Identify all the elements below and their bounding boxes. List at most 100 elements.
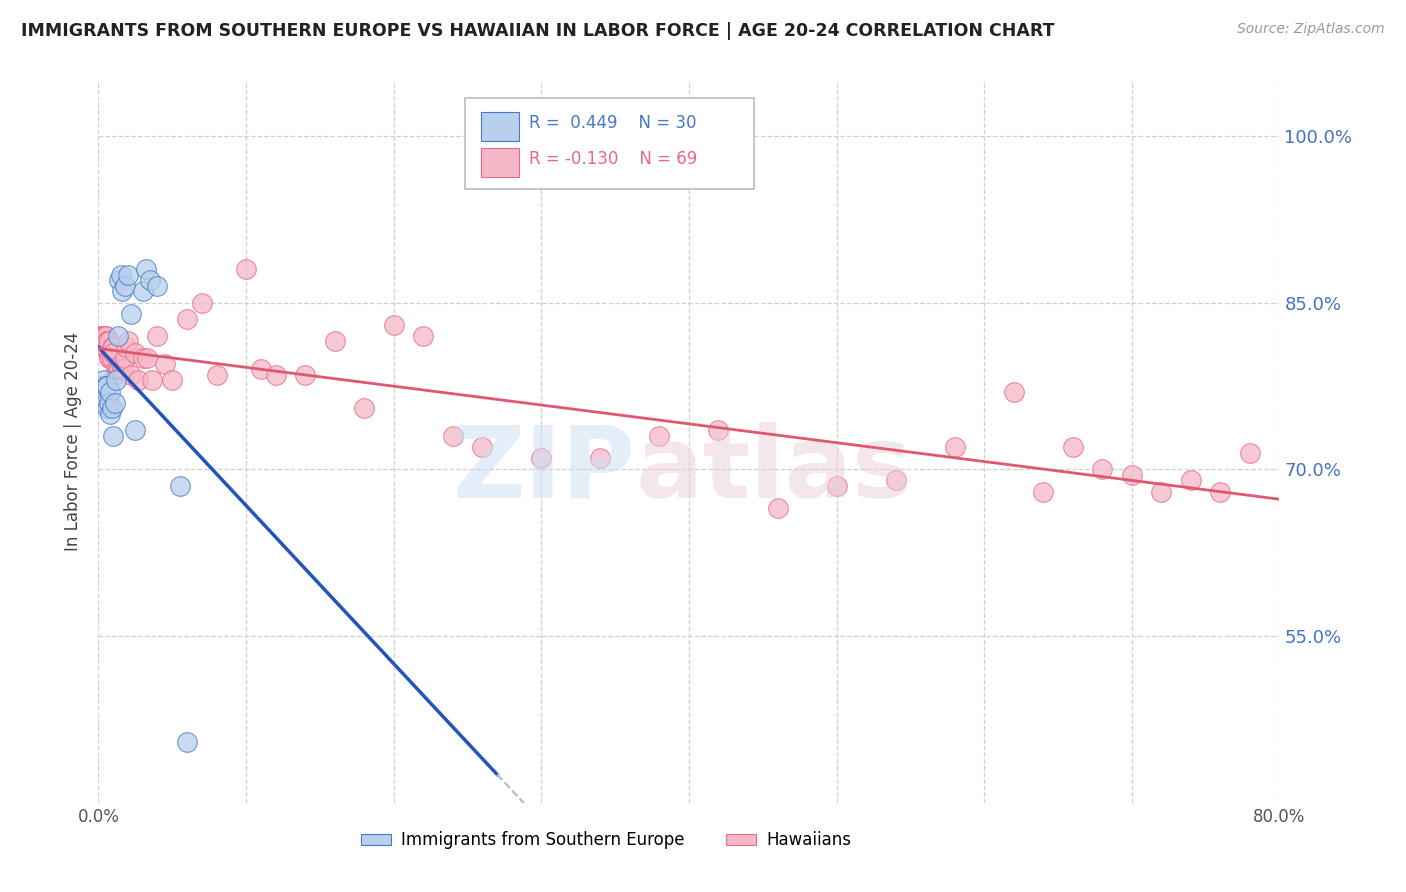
Point: [93, 340, 115, 354]
Point: [589, 451, 612, 466]
Point: [1002, 384, 1025, 399]
Point: [94, 329, 117, 343]
Point: [205, 368, 228, 382]
Point: [120, 307, 142, 321]
Point: [105, 373, 128, 387]
Point: [105, 362, 128, 376]
Point: [530, 451, 553, 466]
Legend: Immigrants from Southern Europe, Hawaiians: Immigrants from Southern Europe, Hawaiia…: [354, 824, 858, 856]
Point: [169, 479, 191, 493]
FancyBboxPatch shape: [481, 148, 519, 178]
Point: [97, 395, 120, 409]
Text: ZIP: ZIP: [453, 422, 636, 519]
Point: [91, 334, 114, 349]
Point: [127, 373, 149, 387]
Point: [153, 357, 176, 371]
Point: [117, 334, 139, 349]
Point: [107, 329, 129, 343]
Point: [146, 329, 169, 343]
Text: Source: ZipAtlas.com: Source: ZipAtlas.com: [1237, 22, 1385, 37]
Point: [91, 329, 114, 343]
Point: [124, 424, 146, 438]
Point: [124, 345, 146, 359]
Point: [884, 474, 907, 488]
Text: R = -0.130    N = 69: R = -0.130 N = 69: [530, 151, 697, 169]
Point: [89, 334, 111, 349]
Point: [115, 340, 138, 354]
Text: R =  0.449    N = 30: R = 0.449 N = 30: [530, 114, 697, 132]
Point: [98, 384, 121, 399]
Point: [107, 362, 129, 376]
Point: [108, 362, 131, 376]
Point: [94, 329, 117, 343]
Point: [103, 345, 125, 359]
Point: [136, 351, 159, 366]
Y-axis label: In Labor Force | Age 20-24: In Labor Force | Age 20-24: [65, 332, 83, 551]
Point: [97, 351, 120, 366]
Point: [111, 285, 134, 299]
Point: [235, 262, 257, 277]
Point: [94, 379, 117, 393]
Point: [1091, 462, 1114, 476]
Text: atlas: atlas: [636, 422, 912, 519]
Point: [1062, 440, 1084, 454]
Point: [91, 395, 114, 409]
Point: [110, 357, 132, 371]
Point: [93, 329, 115, 343]
Point: [117, 268, 139, 282]
Point: [1180, 474, 1202, 488]
Point: [250, 362, 273, 376]
Point: [353, 401, 375, 416]
Point: [89, 329, 111, 343]
FancyBboxPatch shape: [481, 112, 519, 141]
Point: [98, 351, 121, 366]
Point: [1150, 484, 1173, 499]
Point: [104, 368, 127, 382]
Point: [111, 362, 134, 376]
Point: [96, 334, 118, 349]
Point: [139, 273, 162, 287]
Text: IMMIGRANTS FROM SOUTHERN EUROPE VS HAWAIIAN IN LABOR FORCE | AGE 20-24 CORRELATI: IMMIGRANTS FROM SOUTHERN EUROPE VS HAWAI…: [21, 22, 1054, 40]
Point: [96, 379, 118, 393]
Point: [90, 379, 112, 393]
Point: [100, 340, 122, 354]
Point: [1032, 484, 1054, 499]
Point: [162, 373, 183, 387]
Point: [648, 429, 671, 443]
Point: [96, 334, 118, 349]
Point: [943, 440, 966, 454]
Point: [114, 351, 136, 366]
Point: [108, 273, 131, 287]
Point: [97, 334, 120, 349]
Point: [120, 368, 142, 382]
Point: [103, 340, 125, 354]
Point: [103, 429, 125, 443]
Point: [93, 373, 115, 387]
Point: [1121, 467, 1143, 482]
Point: [100, 351, 122, 366]
Point: [176, 312, 198, 326]
Point: [93, 384, 115, 399]
Point: [176, 734, 198, 748]
Point: [323, 334, 346, 349]
Point: [96, 401, 118, 416]
Point: [132, 285, 155, 299]
Point: [132, 351, 155, 366]
Point: [146, 279, 169, 293]
Point: [114, 279, 136, 293]
Point: [90, 334, 112, 349]
Point: [100, 401, 122, 416]
FancyBboxPatch shape: [464, 98, 754, 189]
Point: [141, 373, 163, 387]
Point: [91, 379, 114, 393]
Point: [294, 368, 316, 382]
Point: [382, 318, 405, 332]
Point: [98, 407, 121, 421]
Point: [1209, 484, 1232, 499]
Point: [94, 395, 117, 409]
Point: [104, 395, 127, 409]
Point: [441, 429, 464, 443]
Point: [471, 440, 494, 454]
Point: [94, 340, 117, 354]
Point: [110, 268, 132, 282]
